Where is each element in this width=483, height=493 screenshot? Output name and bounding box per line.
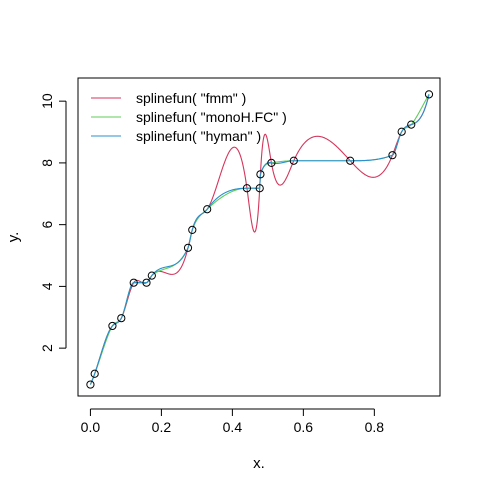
data-point xyxy=(147,271,156,280)
curves xyxy=(89,94,430,385)
y-tick-label: 2 xyxy=(39,344,55,352)
data-point xyxy=(255,184,264,193)
y-axis-title: y. xyxy=(5,232,22,243)
data-point xyxy=(346,156,355,165)
legend: splinefun( "fmm" ) splinefun( "monoH.FC" … xyxy=(91,90,287,144)
data-point xyxy=(407,120,416,129)
x-axis-title: x. xyxy=(253,455,265,472)
legend-label: splinefun( "hyman" ) xyxy=(136,128,261,144)
x-axis: 0.0 0.2 0.4 0.6 0.8 xyxy=(81,408,385,435)
y-tick-label: 6 xyxy=(39,221,55,229)
data-point xyxy=(90,369,99,378)
data-points xyxy=(86,90,434,389)
data-point xyxy=(267,158,276,168)
y-tick-label: 8 xyxy=(39,159,55,167)
y-tick-label: 4 xyxy=(39,282,55,290)
legend-label: splinefun( "monoH.FC" ) xyxy=(136,109,287,125)
y-tick-label: 10 xyxy=(39,93,55,109)
data-point xyxy=(388,151,397,160)
x-tick-label: 0.4 xyxy=(223,419,243,435)
data-point xyxy=(424,90,434,99)
data-point xyxy=(86,380,95,389)
data-point xyxy=(289,156,298,165)
data-point xyxy=(108,321,117,331)
data-point xyxy=(183,243,193,252)
data-point xyxy=(242,184,252,193)
data-point xyxy=(129,278,138,287)
data-point xyxy=(397,127,406,136)
y-axis: 2 4 6 8 10 xyxy=(39,93,67,352)
x-tick-label: 0.6 xyxy=(294,419,314,435)
plot-box xyxy=(77,77,441,397)
data-point xyxy=(256,170,265,179)
data-point xyxy=(188,225,197,234)
legend-label: splinefun( "fmm" ) xyxy=(136,90,246,106)
data-point xyxy=(142,278,151,287)
data-point xyxy=(117,314,126,323)
data-point xyxy=(203,205,212,214)
curve-hyman xyxy=(89,94,430,385)
x-tick-label: 0.0 xyxy=(81,419,101,435)
x-tick-label: 0.2 xyxy=(152,419,172,435)
x-tick-label: 0.8 xyxy=(365,419,385,435)
